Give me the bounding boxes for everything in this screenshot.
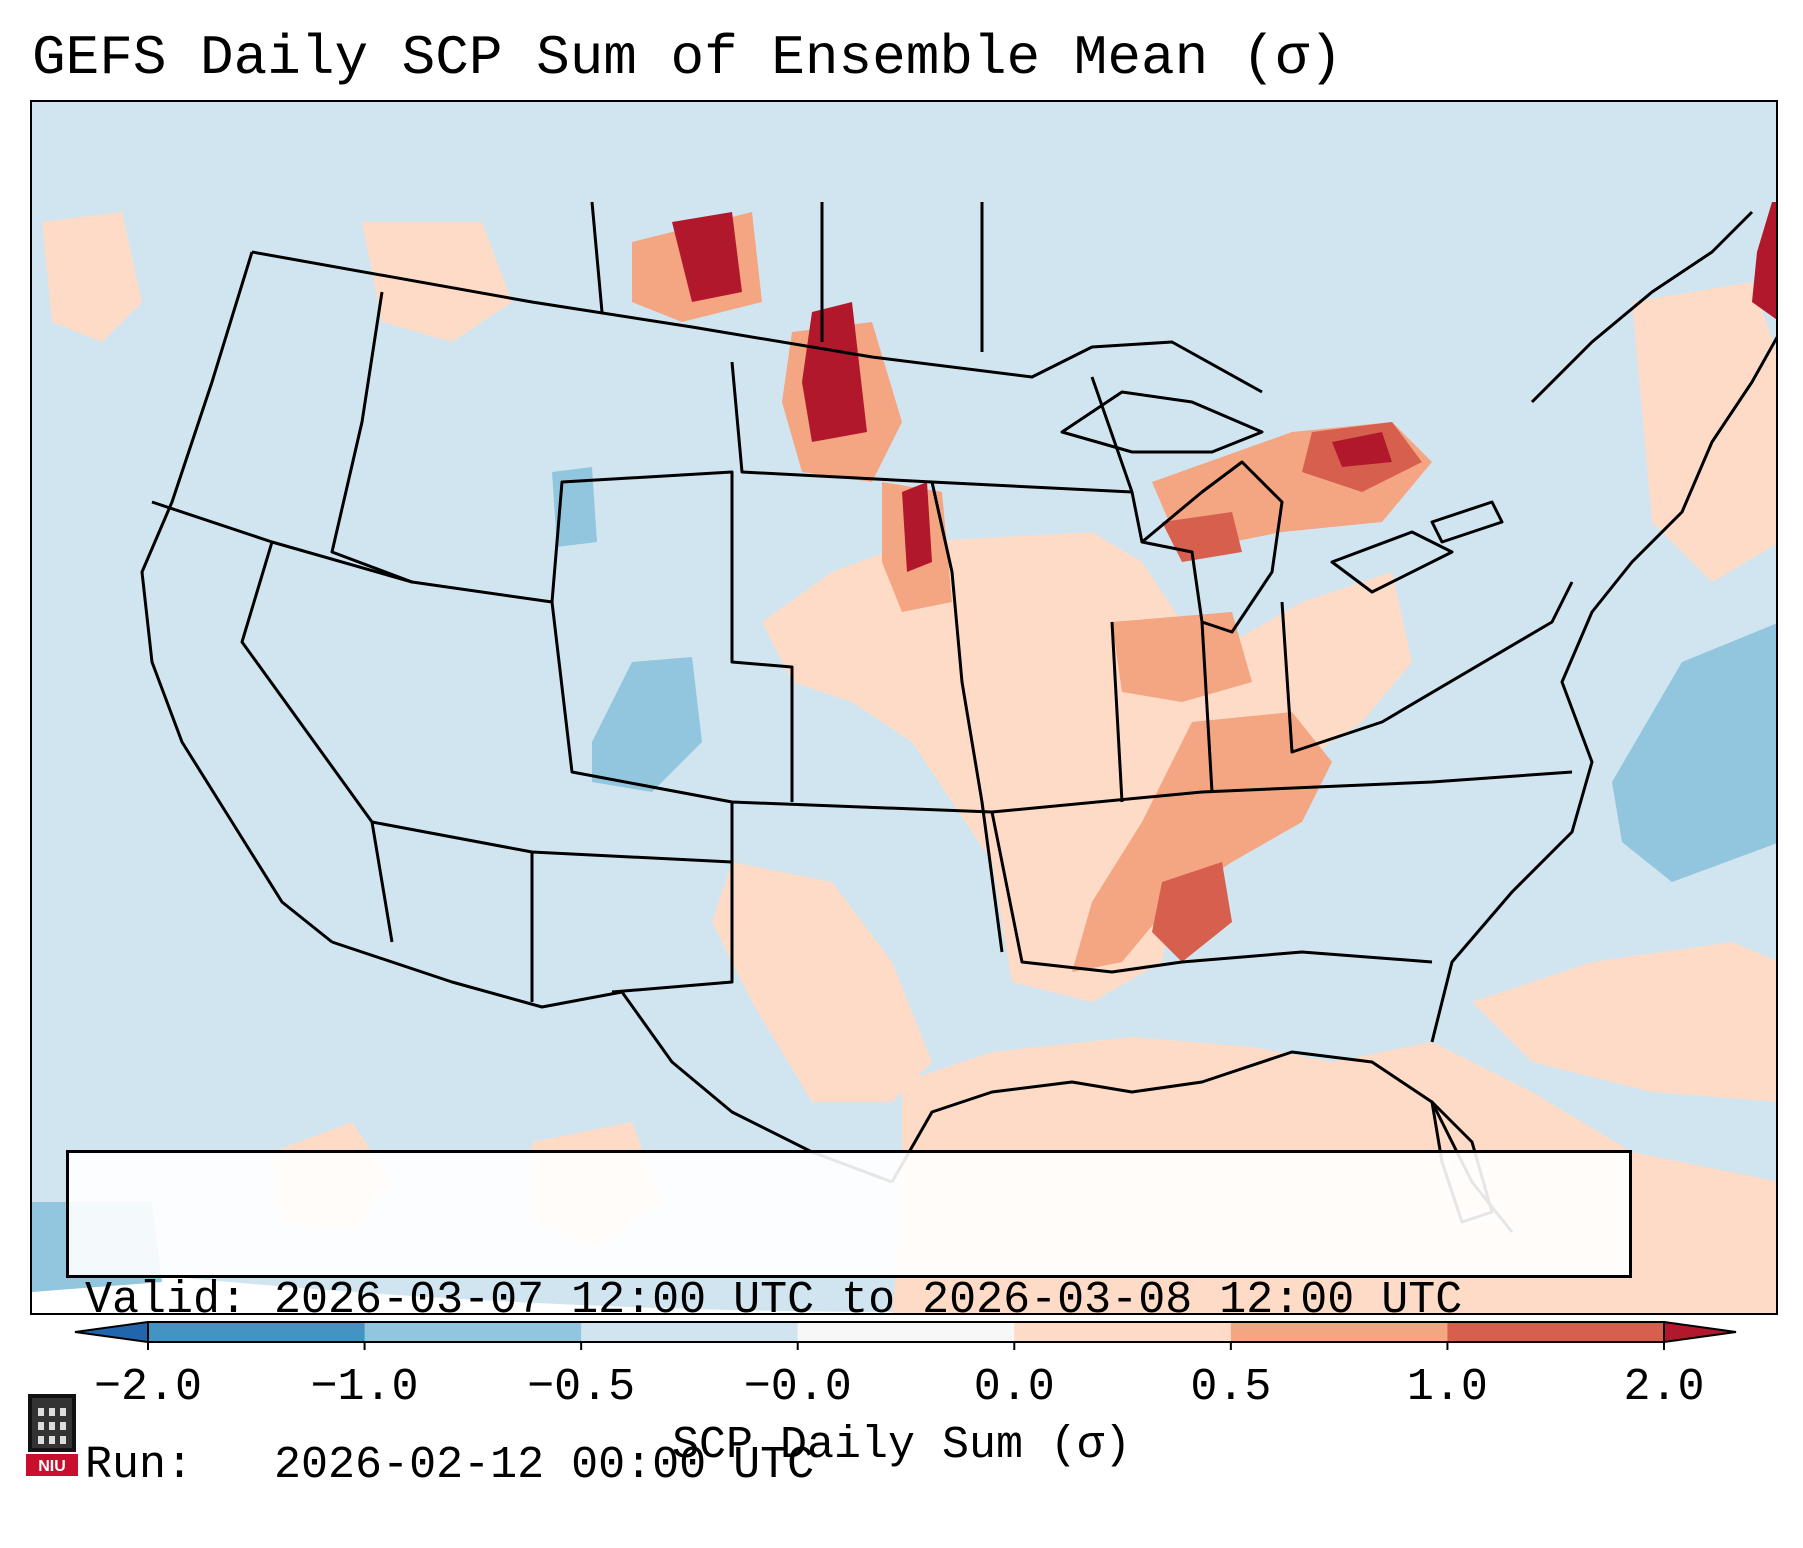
colorbar-tick-label: 0.0 [973,1362,1055,1413]
northwest-canada [362,222,512,342]
illinois-indiana [1112,612,1252,702]
colorbar-segment [581,1322,799,1342]
west-coast-offshore [42,212,142,342]
state-line-northern [931,376,1144,543]
valid-line: Valid: 2026-03-07 12:00 UTC to 2026-03-0… [85,1273,1613,1328]
northeast-canada-core [1752,202,1776,320]
state-line-rockies [330,291,794,802]
atlantic-blue [1612,623,1776,882]
colorbar-under-triangle [75,1322,148,1342]
run-line: Run: 2026-02-12 00:00 UTC [85,1438,1613,1493]
lake-erie [1330,530,1454,594]
gulf-coast [890,1050,1514,1233]
validity-info-box: Valid: 2026-03-07 12:00 UTC to 2026-03-0… [66,1150,1632,1491]
great-lakes-superior [1060,390,1264,454]
borders [140,201,1776,1233]
map-title: GEFS Daily SCP Sum of Ensemble Mean (σ) [32,26,1343,90]
colorbar-outline [147,1321,1665,1343]
run-value: 2026-02-12 00:00 UTC [274,1440,815,1491]
north-dakota-core [802,302,867,442]
colorbar-segment [797,1322,1015,1342]
colorbar-segment [364,1322,582,1342]
run-label: Run: [85,1440,194,1491]
colorbar-tick-label: −2.0 [93,1362,203,1413]
colorbar-tick-label: −0.5 [527,1362,636,1413]
colorbar-label: SCP Daily Sum (σ) [671,1420,1132,1471]
state-line-northwest [151,500,413,943]
logo-text: NIU [38,1458,66,1475]
extreme-anomaly [672,202,1776,572]
valid-value: 2026-03-07 12:00 UTC to 2026-03-08 12:00… [274,1275,1463,1326]
colorbar-tick-label: 2.0 [1623,1362,1705,1413]
alabama-tennessee [1152,862,1232,962]
great-lakes-michigan [1140,460,1284,634]
plains-mississippi-valley [762,532,1412,1002]
northeast-offshore [1632,282,1776,582]
niu-logo-icon: NIU [26,1394,78,1476]
southern-plains [712,862,932,1102]
state-line-southwest [371,820,733,1002]
tennessee-valley [1072,712,1332,972]
canada-north-core [672,212,742,302]
lake-ontario [1430,500,1504,544]
colorbar-segment [1447,1322,1665,1342]
valid-label: Valid: [85,1275,248,1326]
quebec-maritimes [1530,210,1754,404]
upper-michigan-core [1332,432,1392,467]
colorbar [74,1321,1737,1350]
colorbar-segment [1014,1322,1232,1342]
colorbar-tick-label: −1.0 [310,1362,419,1413]
south-dakota-core [902,482,932,572]
colorbar-tick-label: 0.5 [1190,1362,1272,1413]
us-canada-border [251,250,1263,394]
colorbar-over-triangle [1664,1322,1736,1342]
colorado-blue [592,657,702,792]
state-line-east [1110,581,1574,803]
colorbar-segment [148,1322,366,1342]
us-west-coast [140,251,333,944]
colorbar-segment [1230,1322,1448,1342]
us-mexico-border [331,940,893,1184]
east-coast [1430,336,1776,1043]
atlantic-southeast [1472,942,1776,1102]
colorbar-tick-label: −0.0 [743,1362,852,1413]
colorbar-tick-label: 1.0 [1406,1362,1488,1413]
canada-provinces [590,201,984,352]
utah-blue [552,467,597,547]
state-line-plains [730,361,1004,953]
